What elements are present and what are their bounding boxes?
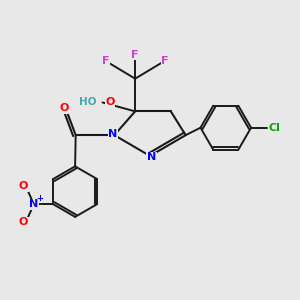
Text: O: O	[105, 98, 115, 107]
Text: F: F	[102, 56, 109, 66]
Text: N: N	[147, 152, 156, 162]
Text: F: F	[161, 56, 169, 66]
Text: O: O	[59, 103, 68, 113]
Text: Cl: Cl	[269, 123, 281, 133]
Text: -: -	[17, 220, 21, 230]
Text: N: N	[29, 199, 38, 209]
Text: O: O	[19, 182, 28, 191]
Text: HO: HO	[79, 98, 97, 107]
Text: +: +	[36, 194, 43, 203]
Text: F: F	[131, 50, 139, 60]
Text: -: -	[17, 178, 21, 188]
Text: O: O	[19, 217, 28, 227]
Text: N: N	[108, 129, 118, 139]
